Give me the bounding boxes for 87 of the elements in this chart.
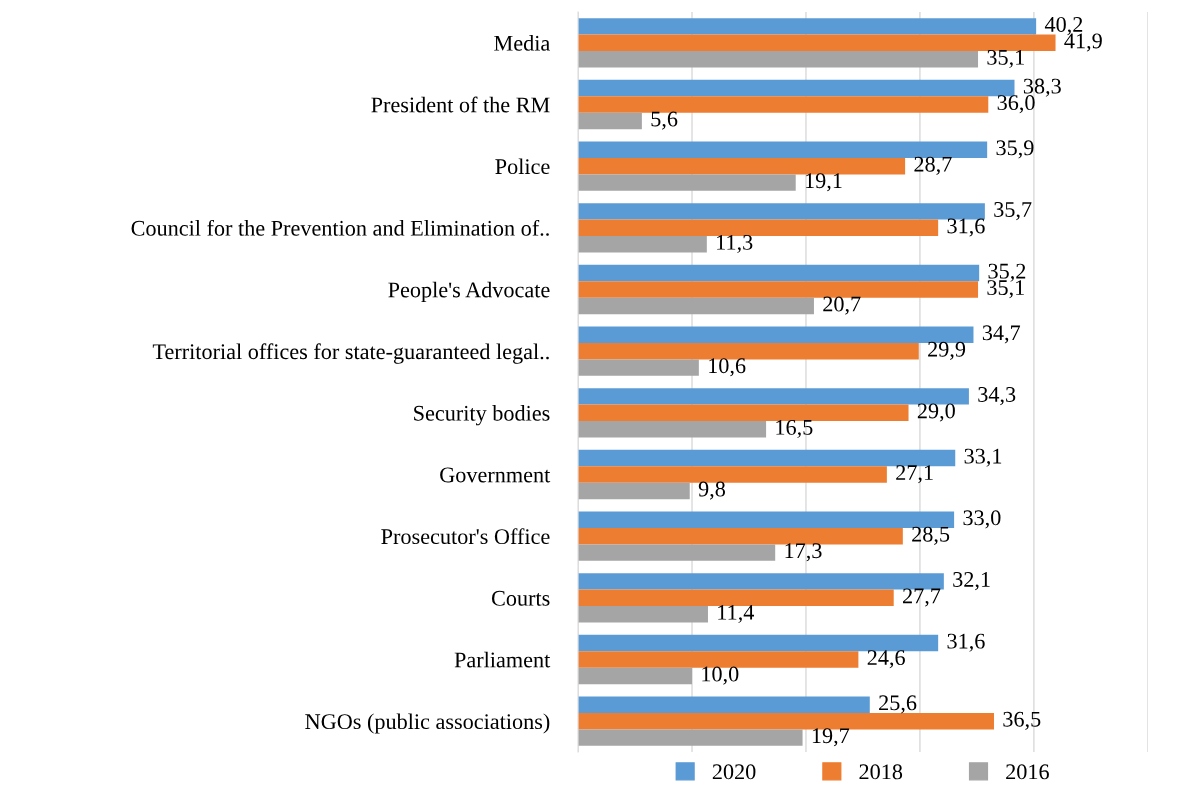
data-label: 32,1 xyxy=(953,572,990,591)
data-label: 19,7 xyxy=(812,728,850,747)
data-label: 31,6 xyxy=(947,633,985,652)
y-tick-label: People's Advocate xyxy=(388,281,550,302)
data-label: 33,1 xyxy=(964,448,1002,467)
y-tick-label: NGOs (public associations) xyxy=(305,713,550,734)
y-tick-label: Security bodies xyxy=(414,405,550,426)
data-label: 25,6 xyxy=(879,695,917,714)
bar xyxy=(578,79,1015,97)
bar xyxy=(578,342,919,360)
data-label: 11,3 xyxy=(717,234,753,254)
bar xyxy=(578,264,980,282)
y-tick-label: Territorial offices for state-guaranteed legal.. xyxy=(152,343,549,364)
bar xyxy=(578,729,803,746)
data-label: 5,6 xyxy=(651,111,678,130)
bar xyxy=(578,634,939,652)
y-tick-label: Council for the Prevention and Elimination of.. xyxy=(131,219,549,236)
data-label: 33,0 xyxy=(963,510,1001,529)
data-label: 36,0 xyxy=(997,95,1035,114)
data-label: 29,9 xyxy=(928,341,966,360)
bar xyxy=(578,449,956,467)
bar xyxy=(578,667,693,685)
bar xyxy=(578,466,887,483)
bar xyxy=(578,281,979,298)
bar xyxy=(578,421,767,438)
data-label: 28,5 xyxy=(912,526,950,545)
bar xyxy=(578,589,894,607)
bar xyxy=(578,651,859,668)
y-tick-label: Media xyxy=(494,35,550,51)
bar xyxy=(578,511,955,528)
legend-label: 2018 xyxy=(859,764,903,780)
data-label: 16,5 xyxy=(776,419,813,439)
bar xyxy=(578,527,903,545)
bar xyxy=(578,573,944,590)
bar xyxy=(578,297,814,315)
data-label: 40,2 xyxy=(1044,16,1083,36)
data-label: 35,1 xyxy=(987,280,1024,299)
bar xyxy=(578,112,642,130)
bar xyxy=(578,606,708,623)
data-label: 27,1 xyxy=(896,465,933,484)
legend-label: 2020 xyxy=(712,764,756,780)
data-label: 11,4 xyxy=(718,604,755,624)
y-tick-label: Courts xyxy=(491,590,550,606)
data-label: 9,8 xyxy=(698,481,726,500)
legend-label: 2016 xyxy=(1006,764,1049,780)
bar xyxy=(578,236,707,253)
data-label: 20,7 xyxy=(823,296,861,315)
data-label: 34,7 xyxy=(982,325,1021,344)
bar xyxy=(578,174,796,191)
data-label: 41,9 xyxy=(1064,33,1102,52)
data-label: 29,0 xyxy=(917,403,955,422)
y-tick-label: President of the RM xyxy=(371,96,550,113)
bar xyxy=(578,359,699,376)
bar xyxy=(578,482,690,500)
bar xyxy=(578,326,974,343)
data-label: 27,7 xyxy=(903,588,941,607)
data-label: 31,6 xyxy=(947,218,985,237)
bar xyxy=(578,141,988,158)
y-tick-label: Prosecutor's Office xyxy=(381,528,550,545)
y-tick-label: Police xyxy=(495,158,550,175)
bar xyxy=(578,219,939,237)
data-label: 17,3 xyxy=(785,543,822,562)
data-label: 19,1 xyxy=(806,173,842,192)
bar xyxy=(578,404,909,422)
data-label: 36,5 xyxy=(1003,711,1041,730)
data-label: 10,0 xyxy=(702,666,739,685)
bar xyxy=(578,51,979,68)
y-tick-label: Government xyxy=(440,467,551,483)
data-label: 35,1 xyxy=(987,49,1024,69)
data-label: 10,6 xyxy=(709,358,746,377)
bar xyxy=(578,96,989,113)
data-label: 24,6 xyxy=(867,650,905,669)
bar xyxy=(578,34,1056,52)
bar xyxy=(578,544,776,561)
data-label: 34,3 xyxy=(978,387,1016,406)
bar xyxy=(578,18,1037,35)
data-label: 28,7 xyxy=(914,156,952,175)
data-label: 35,2 xyxy=(988,263,1026,282)
bar xyxy=(578,203,985,220)
data-label: 35,9 xyxy=(996,140,1034,159)
data-label: 38,3 xyxy=(1023,78,1061,97)
bar xyxy=(578,712,994,730)
bar xyxy=(578,696,870,713)
data-label: 35,7 xyxy=(994,202,1032,221)
y-tick-label: Parliament xyxy=(454,651,551,668)
bar xyxy=(578,157,906,175)
bar xyxy=(578,388,969,405)
